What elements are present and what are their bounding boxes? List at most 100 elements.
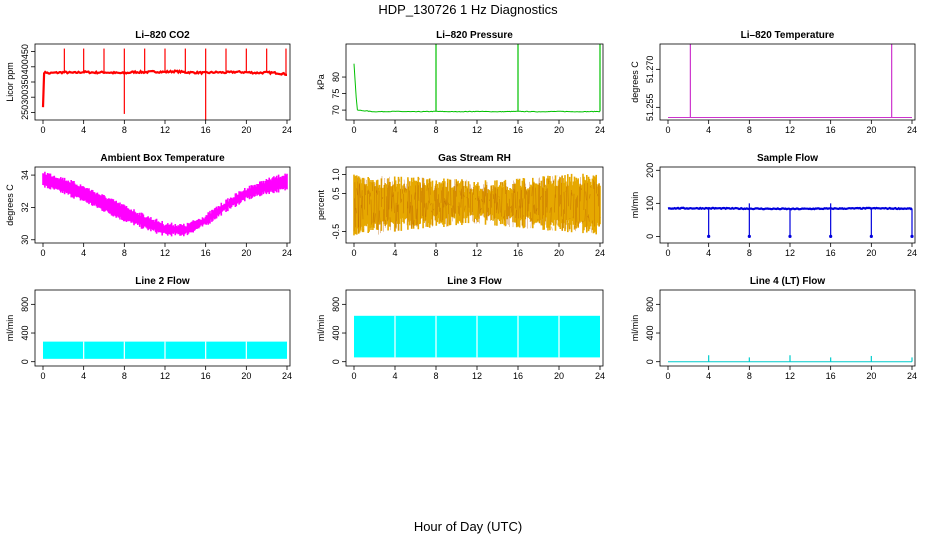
y-axis-label: percent xyxy=(316,189,326,220)
panel-data xyxy=(353,173,601,236)
y-tick-label: 800 xyxy=(20,297,30,312)
y-axis: 0 400 800 xyxy=(331,297,346,364)
x-tick-label: 8 xyxy=(122,371,127,381)
x-tick-label: 4 xyxy=(81,371,86,381)
y-tick-label: 400 xyxy=(331,326,341,341)
x-tick-label: 8 xyxy=(433,371,438,381)
series-line-co2 xyxy=(41,69,287,108)
x-tick-label: 20 xyxy=(241,371,251,381)
y-tick-label: 250 xyxy=(20,105,30,120)
x-tick-label: 16 xyxy=(826,248,836,258)
panel-frame xyxy=(659,289,916,367)
dip-point xyxy=(869,234,873,238)
x-tick-label: 24 xyxy=(595,371,605,381)
panel-data xyxy=(42,171,288,237)
x-tick-label: 16 xyxy=(513,125,523,135)
x-tick-label: 0 xyxy=(665,371,670,381)
x-tick-label: 4 xyxy=(706,125,711,135)
panel-title: Sample Flow xyxy=(757,153,818,164)
x-tick-label: 4 xyxy=(392,248,397,258)
panel-frame xyxy=(345,166,604,244)
x-tick-label: 0 xyxy=(351,125,356,135)
dip-point xyxy=(910,234,914,238)
x-tick-label: 0 xyxy=(40,371,45,381)
x-tick-label: 12 xyxy=(160,248,170,258)
x-tick-label: 20 xyxy=(866,125,876,135)
x-tick-label: 0 xyxy=(351,371,356,381)
x-axis: 0 4 8 12 16 20 24 xyxy=(665,120,917,135)
y-tick-label: 34 xyxy=(20,170,30,180)
panel-title: Line 3 Flow xyxy=(447,276,502,287)
y-axis-label: Licor ppm xyxy=(5,62,15,102)
x-tick-label: 4 xyxy=(392,125,397,135)
x-tick-label: 0 xyxy=(40,248,45,258)
x-tick-label: 12 xyxy=(160,125,170,135)
y-tick-label: 1.0 xyxy=(331,168,341,181)
x-tick-label: 16 xyxy=(826,371,836,381)
y-tick-label: 32 xyxy=(20,202,30,212)
series-line-pressure xyxy=(353,63,601,113)
y-axis-label: kPa xyxy=(316,74,326,90)
y-axis-label: degrees C xyxy=(5,184,15,226)
y-tick-label: 70 xyxy=(331,105,341,115)
figure-title: HDP_130726 1 Hz Diagnostics xyxy=(378,2,558,17)
x-tick-label: 24 xyxy=(282,125,292,135)
x-tick-label: 12 xyxy=(785,125,795,135)
y-axis: -0.5 0.5 1.0 xyxy=(331,168,346,239)
x-tick-label: 12 xyxy=(472,248,482,258)
panel-data xyxy=(667,203,914,238)
y-axis: 70 75 80 xyxy=(331,72,346,115)
x-tick-label: 20 xyxy=(241,248,251,258)
y-tick-label: 0.5 xyxy=(331,187,341,200)
panel-frame xyxy=(345,43,604,121)
series-band-ambient xyxy=(42,171,288,237)
panel-data xyxy=(668,355,913,363)
x-axis: 0 4 8 12 16 20 24 xyxy=(40,243,292,258)
y-axis: 0 100 200 xyxy=(645,163,660,239)
y-tick-label: 51.270 xyxy=(645,56,655,84)
x-tick-label: 4 xyxy=(392,371,397,381)
panel-frame xyxy=(345,289,604,367)
x-tick-label: 24 xyxy=(907,371,917,381)
x-tick-label: 24 xyxy=(595,125,605,135)
y-tick-label: 0 xyxy=(645,234,655,239)
x-tick-label: 8 xyxy=(433,125,438,135)
x-tick-label: 12 xyxy=(785,248,795,258)
panel-frame xyxy=(34,289,291,367)
y-axis: 0 400 800 xyxy=(20,297,35,364)
x-tick-label: 16 xyxy=(513,371,523,381)
x-tick-label: 8 xyxy=(747,125,752,135)
panel-frame xyxy=(34,166,291,244)
panel-data xyxy=(41,48,287,120)
dip-point xyxy=(829,234,833,238)
x-tick-label: 20 xyxy=(241,125,251,135)
y-tick-label: 75 xyxy=(331,89,341,99)
y-axis: 30 32 34 xyxy=(20,170,35,245)
y-tick-label: 400 xyxy=(20,326,30,341)
x-axis: 0 4 8 12 16 20 24 xyxy=(351,120,605,135)
x-tick-label: 24 xyxy=(907,248,917,258)
y-tick-label: 0 xyxy=(645,359,655,364)
panel-title: Line 4 (LT) Flow xyxy=(750,276,826,287)
x-axis: 0 4 8 12 16 20 24 xyxy=(665,366,917,381)
x-tick-label: 24 xyxy=(282,248,292,258)
y-axis-label: ml/min xyxy=(316,315,326,342)
x-tick-label: 4 xyxy=(81,125,86,135)
panel-temperature: Li–820 Temperature 0 4 8 12 16 20 24 51.255 51.27… xyxy=(630,30,917,135)
x-tick-label: 16 xyxy=(201,371,211,381)
panel-data xyxy=(353,44,601,113)
x-tick-label: 24 xyxy=(907,125,917,135)
x-axis: 0 4 8 12 16 20 24 xyxy=(351,243,605,258)
y-tick-label: 0 xyxy=(331,359,341,364)
panel-data xyxy=(668,44,912,118)
panel-title: Li–820 Pressure xyxy=(436,30,513,41)
x-tick-label: 20 xyxy=(866,248,876,258)
panel-title: Line 2 Flow xyxy=(135,276,190,287)
x-axis: 0 4 8 12 16 20 24 xyxy=(665,243,917,258)
series-band-texture xyxy=(353,175,601,235)
y-tick-label: 450 xyxy=(20,44,30,59)
y-tick-label: 200 xyxy=(645,163,655,178)
